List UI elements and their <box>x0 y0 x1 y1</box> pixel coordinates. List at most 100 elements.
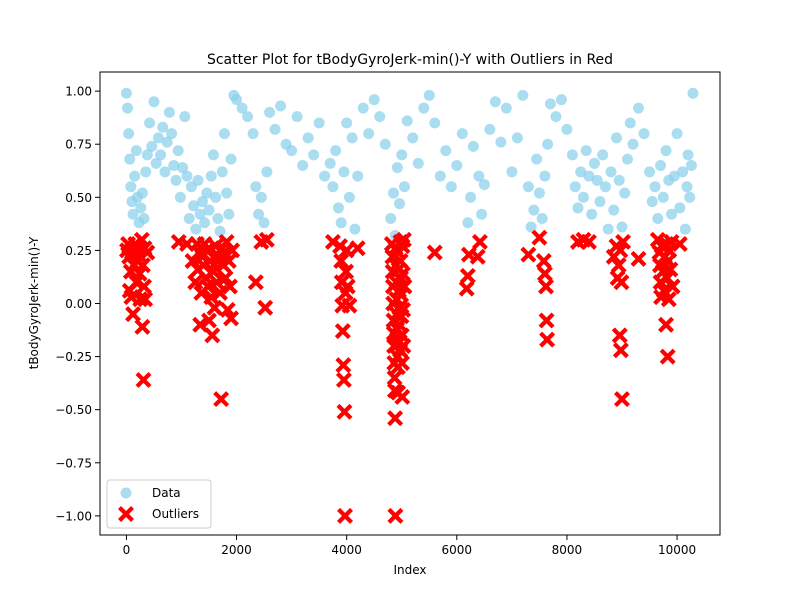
x-tick-label: 6000 <box>442 543 473 557</box>
outlier-point <box>224 242 241 259</box>
data-point <box>129 170 141 182</box>
data-point <box>123 128 135 140</box>
data-point <box>572 202 584 214</box>
data-point <box>302 132 314 144</box>
outlier-point <box>613 274 630 291</box>
data-point <box>646 196 658 208</box>
data-point <box>401 115 413 127</box>
outlier-point <box>471 233 488 250</box>
data-point <box>599 181 611 193</box>
data-point <box>638 128 650 140</box>
data-point <box>179 111 191 123</box>
data-point <box>476 208 488 220</box>
data-point <box>352 170 364 182</box>
data-point <box>451 159 463 171</box>
data-point <box>205 170 217 182</box>
outlier-point <box>662 261 679 278</box>
outlier-point <box>459 267 476 284</box>
data-point <box>644 166 656 178</box>
data-point <box>429 117 441 129</box>
data-point <box>434 170 446 182</box>
data-point <box>212 213 224 225</box>
data-point <box>440 145 452 157</box>
outlier-point <box>208 274 225 291</box>
data-point <box>484 123 496 135</box>
data-point <box>207 149 219 161</box>
data-point <box>684 191 696 203</box>
data-point <box>343 191 355 203</box>
data-point <box>594 196 606 208</box>
data-point <box>258 217 270 229</box>
data-point <box>522 181 534 193</box>
data-point <box>124 153 136 165</box>
data-point <box>319 170 331 182</box>
data-point <box>188 200 200 212</box>
data-point <box>687 87 699 99</box>
outlier-point <box>395 338 412 354</box>
data-point <box>330 145 342 157</box>
data-point <box>148 96 160 108</box>
legend-outlier-label: Outliers <box>152 507 199 521</box>
data-point <box>159 166 171 178</box>
outlier-point <box>671 236 688 253</box>
outlier-point <box>187 274 204 291</box>
data-point <box>528 204 540 216</box>
data-point <box>286 145 298 157</box>
data-point <box>467 140 479 152</box>
x-tick-label: 10000 <box>658 543 696 557</box>
data-point <box>531 153 543 165</box>
data-point <box>269 123 281 135</box>
outlier-point <box>614 391 630 408</box>
outlier-point <box>203 289 220 306</box>
data-point <box>616 221 628 233</box>
data-point <box>473 170 485 182</box>
outlier-point <box>339 278 356 295</box>
outlier-point <box>394 388 411 405</box>
data-series <box>120 87 699 242</box>
data-point <box>566 149 578 161</box>
data-point <box>199 217 211 229</box>
outlier-point <box>469 248 486 265</box>
y-tick-label: 1.00 <box>65 85 92 99</box>
data-point <box>174 191 186 203</box>
outlier-point <box>201 312 217 329</box>
data-point <box>489 96 501 108</box>
data-point <box>679 223 691 235</box>
data-point <box>412 157 424 169</box>
data-point <box>183 213 195 225</box>
outlier-point <box>223 310 240 327</box>
data-point <box>170 174 182 186</box>
data-point <box>144 117 156 129</box>
data-point <box>163 106 175 118</box>
data-point <box>533 187 545 199</box>
data-point <box>577 191 589 203</box>
data-point <box>161 136 173 148</box>
data-point <box>218 128 230 140</box>
data-point <box>192 174 204 186</box>
data-point <box>275 100 287 112</box>
data-point <box>297 159 309 171</box>
data-point <box>349 223 361 235</box>
data-point <box>542 138 554 150</box>
outlier-point <box>179 236 195 253</box>
outlier-point <box>386 369 403 386</box>
outlier-point <box>580 233 597 250</box>
data-point <box>586 208 598 220</box>
data-point <box>250 181 262 193</box>
legend-data-marker <box>120 487 132 499</box>
outlier-point <box>531 229 548 246</box>
data-point <box>619 187 631 199</box>
data-point <box>445 181 457 193</box>
data-point <box>210 191 222 203</box>
x-axis-title: Index <box>393 563 426 577</box>
data-point <box>655 159 667 171</box>
data-point <box>216 166 228 178</box>
outlier-marker-glyph <box>118 506 134 522</box>
data-point <box>136 187 148 199</box>
outlier-point <box>206 299 223 316</box>
outlier-point <box>139 244 156 261</box>
outlier-point <box>257 299 274 316</box>
legend: Data Outliers <box>106 479 212 529</box>
outlier-point <box>334 323 351 340</box>
data-point <box>172 145 184 157</box>
